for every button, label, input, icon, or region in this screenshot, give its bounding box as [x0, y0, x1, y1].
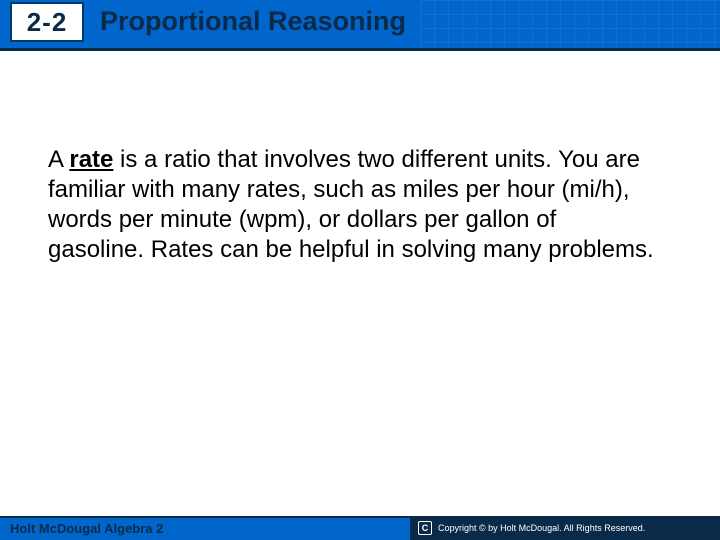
- header-bar: 2-2 Proportional Reasoning: [0, 0, 720, 48]
- footer-text: Holt McDougal Algebra 2: [10, 521, 163, 536]
- body-paragraph: A rate is a ratio that involves two diff…: [48, 145, 658, 265]
- header-grid-pattern: [420, 0, 720, 48]
- copyright-box: C Copyright © by Holt McDougal. All Righ…: [410, 516, 720, 540]
- section-number: 2-2: [27, 7, 68, 38]
- header-underline: [0, 48, 720, 51]
- copyright-badge-icon: C: [418, 521, 432, 535]
- slide: 2-2 Proportional Reasoning A rate is a r…: [0, 0, 720, 540]
- copyright-text: Copyright © by Holt McDougal. All Rights…: [438, 523, 645, 533]
- body-key-term: rate: [69, 146, 113, 173]
- body-leading: A: [48, 146, 69, 173]
- body-rest: is a ratio that involves two different u…: [48, 146, 654, 263]
- section-number-box: 2-2: [10, 2, 84, 42]
- slide-title: Proportional Reasoning: [100, 6, 406, 37]
